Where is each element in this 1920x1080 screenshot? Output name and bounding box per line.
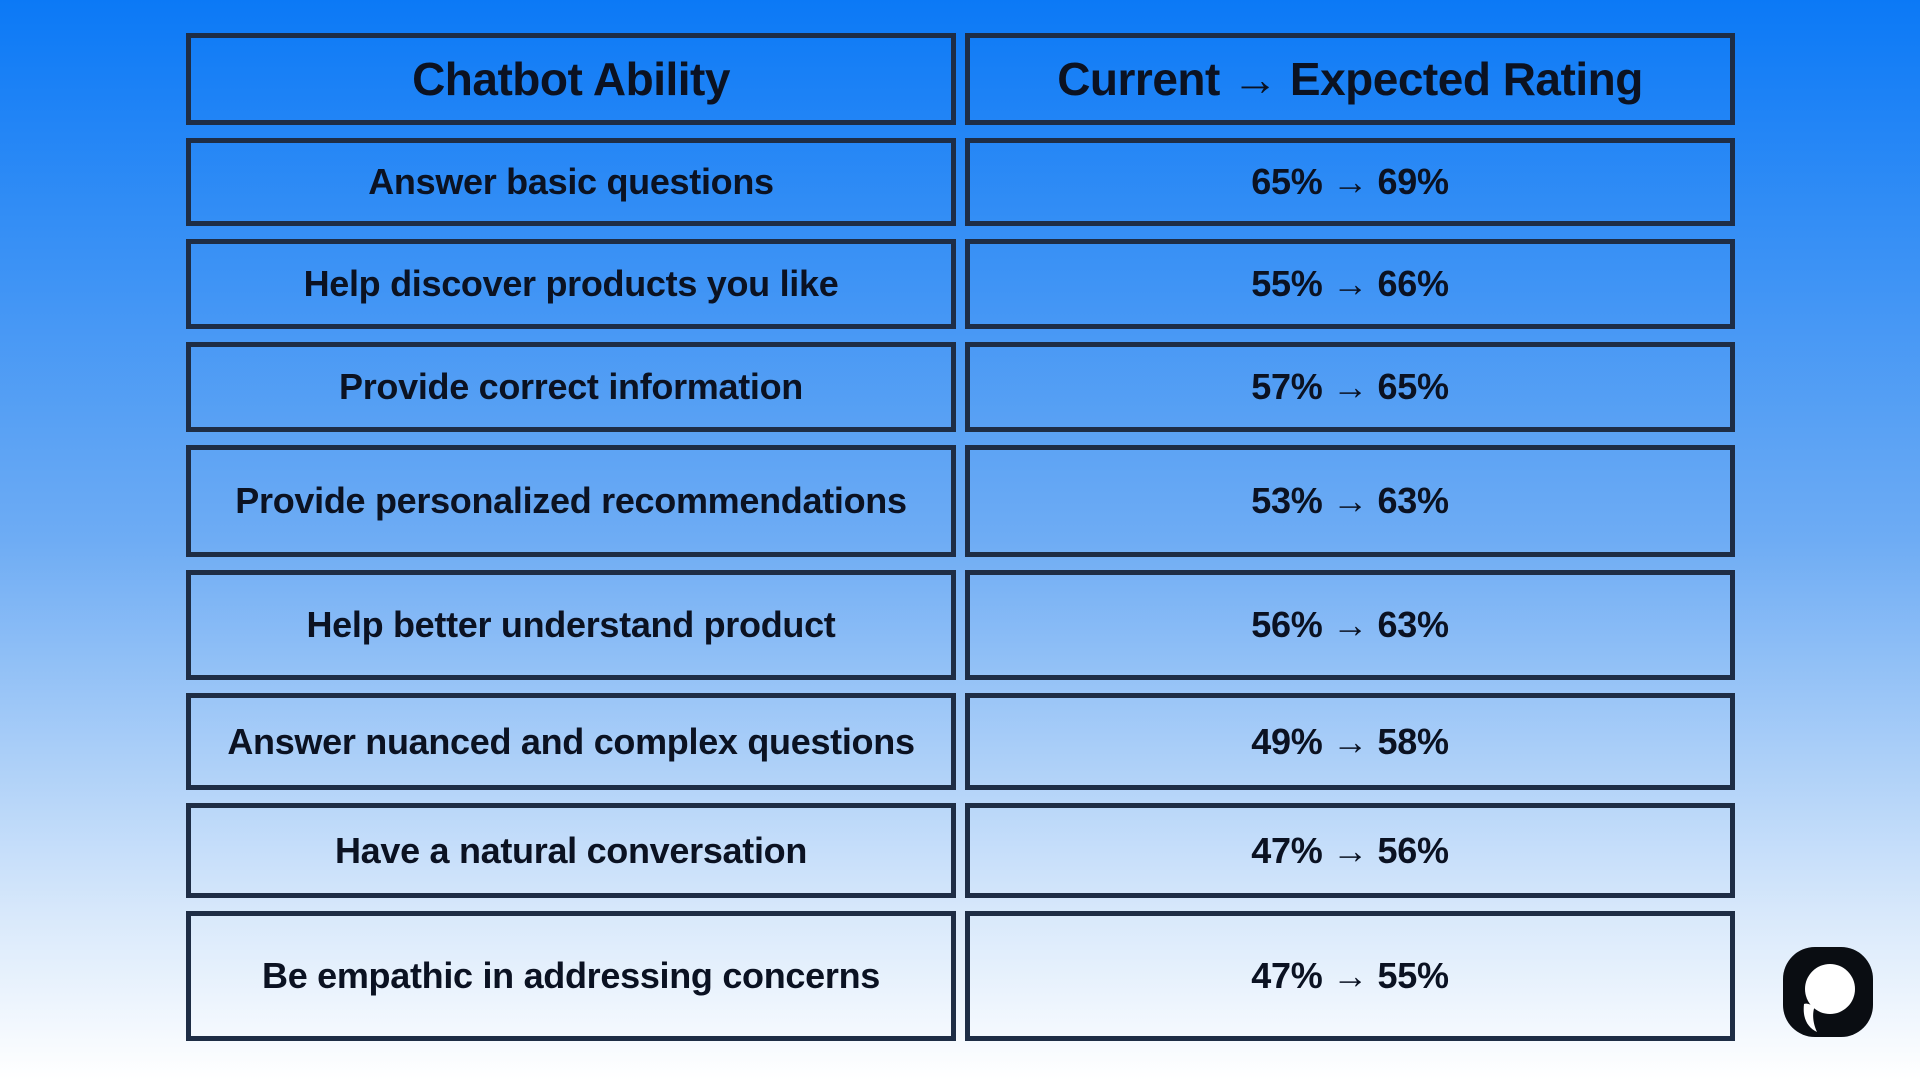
ability-cell: Answer basic questions	[186, 138, 956, 226]
ability-cell: Help discover products you like	[186, 239, 956, 329]
rating-cell: 47% → 56%	[965, 803, 1735, 898]
ability-cell: Be empathic in addressing concerns	[186, 911, 956, 1041]
ability-cell: Help better understand product	[186, 570, 956, 680]
chatbot-rating-table: Chatbot Ability Current → Expected Ratin…	[186, 33, 1735, 1041]
ability-cell: Provide personalized recommendations	[186, 445, 956, 557]
speech-bubble-icon	[1783, 947, 1873, 1037]
rating-cell: 47% → 55%	[965, 911, 1735, 1041]
column-header-ability: Chatbot Ability	[186, 33, 956, 125]
ability-cell: Answer nuanced and complex questions	[186, 693, 956, 790]
column-header-rating: Current → Expected Rating	[965, 33, 1735, 125]
rating-cell: 53% → 63%	[965, 445, 1735, 557]
rating-cell: 56% → 63%	[965, 570, 1735, 680]
ability-cell: Have a natural conversation	[186, 803, 956, 898]
ability-cell: Provide correct information	[186, 342, 956, 432]
rating-cell: 65% → 69%	[965, 138, 1735, 226]
speech-bubble-logo	[1783, 947, 1873, 1037]
rating-cell: 49% → 58%	[965, 693, 1735, 790]
rating-cell: 57% → 65%	[965, 342, 1735, 432]
rating-cell: 55% → 66%	[965, 239, 1735, 329]
